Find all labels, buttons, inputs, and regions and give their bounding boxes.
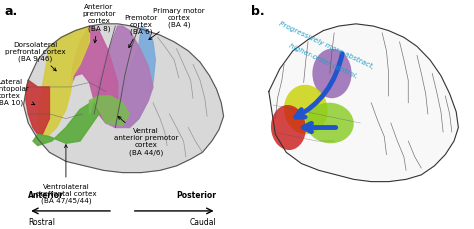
Polygon shape xyxy=(26,81,49,135)
Text: Ventrolateral
prefrontal cortex
(BA 47/45/44): Ventrolateral prefrontal cortex (BA 47/4… xyxy=(36,145,96,203)
Text: Posterior: Posterior xyxy=(176,191,217,199)
Text: Anterior: Anterior xyxy=(28,191,64,199)
Polygon shape xyxy=(94,27,153,128)
Ellipse shape xyxy=(312,49,352,99)
Text: Primary motor
cortex
(BA 4): Primary motor cortex (BA 4) xyxy=(149,8,205,41)
Text: Ventral
anterior premotor
cortex
(BA 44/6): Ventral anterior premotor cortex (BA 44/… xyxy=(114,117,178,155)
Text: Premotor
cortex
(BA 6): Premotor cortex (BA 6) xyxy=(125,14,158,48)
Ellipse shape xyxy=(284,85,328,135)
Polygon shape xyxy=(33,101,99,146)
Text: Anterior
premotor
cortex
(BA 8): Anterior premotor cortex (BA 8) xyxy=(82,4,116,44)
Polygon shape xyxy=(90,97,129,126)
Text: Caudal: Caudal xyxy=(190,218,217,226)
Polygon shape xyxy=(269,25,458,182)
Polygon shape xyxy=(118,27,155,128)
Text: Rostral: Rostral xyxy=(28,218,55,226)
Text: Dorsolateral
prefrontal cortex
(BA 9/46): Dorsolateral prefrontal cortex (BA 9/46) xyxy=(5,41,65,71)
Text: a.: a. xyxy=(5,5,18,17)
Polygon shape xyxy=(24,25,224,173)
Ellipse shape xyxy=(271,106,306,150)
Polygon shape xyxy=(38,27,90,137)
Polygon shape xyxy=(71,27,118,123)
Ellipse shape xyxy=(306,103,354,144)
Text: Lateral
frontopolar
cortex
(BA 10): Lateral frontopolar cortex (BA 10) xyxy=(0,78,35,106)
Text: b.: b. xyxy=(251,5,265,17)
Text: Progressively more abstract,: Progressively more abstract, xyxy=(277,20,374,70)
Text: higher-order control.: higher-order control. xyxy=(288,43,359,80)
